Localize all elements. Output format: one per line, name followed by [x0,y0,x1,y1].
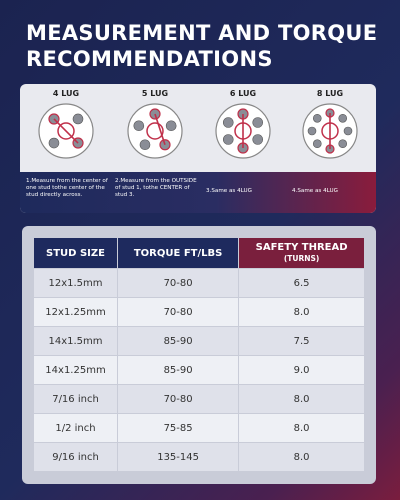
table-cell: 7.5 [238,326,365,356]
table-cell: 70-80 [116,384,240,414]
table-cell: 85-90 [116,326,240,356]
lug-nut [252,117,264,128]
lug-label: 4 LUG [52,89,80,98]
table-row: 14x1.5mm 85-90 7.5 [33,326,365,356]
table-cell: 8.0 [238,442,365,472]
table-cell: 14x1.5mm [33,326,118,356]
table-row: 12x1.25mm 70-80 8.0 [33,297,365,327]
lug-nut [222,117,234,128]
table-row: 9/16 inch 135-145 8.0 [33,442,365,472]
column-header: TORQUE FT/LBS [116,237,240,269]
wheel-diagrams [38,103,358,159]
lug-nut [343,126,353,136]
table-cell: 85-90 [116,355,240,385]
measure-line [53,118,79,144]
table-row: 7/16 inch 70-80 8.0 [33,384,365,414]
lug-nut [338,113,348,123]
lug-nut [165,120,177,132]
measure-point [72,137,84,149]
column-title: STUD SIZE [46,247,105,259]
diagram-caption: 1.Measure from the center of one stud to… [26,178,108,198]
table-cell: 12x1.5mm [33,268,118,298]
diagram-caption: 3.Same as 4LUG [206,188,252,194]
lug-nut [307,126,317,136]
table-cell: 70-80 [116,268,240,298]
title-line: RECOMMENDATIONS [26,47,273,71]
table-cell: 75-85 [116,413,240,443]
table-cell: 9/16 inch [33,442,118,472]
header-row: STUD SIZE TORQUE FT/LBS SAFETY THREAD (TURN… [33,237,365,269]
measure-point [237,142,249,154]
diagram-caption: 4.Same as 4LUG [292,188,338,194]
torque-table: STUD SIZE TORQUE FT/LBS SAFETY THREAD (TURN… [33,237,365,472]
table-row: 1/2 inch 75-85 8.0 [33,413,365,443]
column-header: SAFETY THREAD (TURNS) [238,237,365,269]
measure-point [325,108,335,118]
table-cell: 6.5 [238,268,365,298]
table-cell: 8.0 [238,297,365,327]
table-cell: 70-80 [116,297,240,327]
table-row: 14x1.25mm 85-90 9.0 [33,355,365,385]
diagram-panel: 4 LUG 1.Measure from the center of one st… [20,84,376,213]
lug-label: 6 LUG [229,89,257,98]
lug-nut [252,134,264,145]
lug-nut [338,139,348,149]
lug-nut [48,137,60,149]
measure-point [159,139,171,151]
table-cell: 8.0 [238,384,365,414]
lug-nut [222,134,234,145]
table-cell: 8.0 [238,413,365,443]
column-title: TORQUE FT/LBS [133,247,223,259]
table-cell: 14x1.25mm [33,355,118,385]
title-line: MEASUREMENT AND TORQUE [26,21,378,45]
diagram-caption: 2.Measure from the OUTSIDE of stud 1, to… [115,178,197,198]
lug-nut [139,139,151,151]
table-cell: 7/16 inch [33,384,118,414]
caption-strip [20,172,376,213]
measure-point [48,113,60,125]
lug-nut [312,139,322,149]
measure-point [237,108,249,120]
lug-nut [312,113,322,123]
column-title: SAFETY THREAD [255,242,348,253]
column-subtitle: (TURNS) [283,254,320,263]
table-cell: 12x1.25mm [33,297,118,327]
column-header: STUD SIZE [33,237,118,269]
table-panel: STUD SIZE TORQUE FT/LBS SAFETY THREAD (TURN… [22,226,376,484]
table-cell: 1/2 inch [33,413,118,443]
lug-label: 5 LUG [141,89,169,98]
lug-label: 8 LUG [316,89,344,98]
table-row: 12x1.5mm 70-80 6.5 [33,268,365,298]
lug-nut [72,113,84,125]
table-cell: 135-145 [116,442,240,472]
measure-point [325,144,335,154]
measure-point [149,108,161,120]
table-cell: 9.0 [238,355,365,385]
lug-nut [133,120,145,132]
